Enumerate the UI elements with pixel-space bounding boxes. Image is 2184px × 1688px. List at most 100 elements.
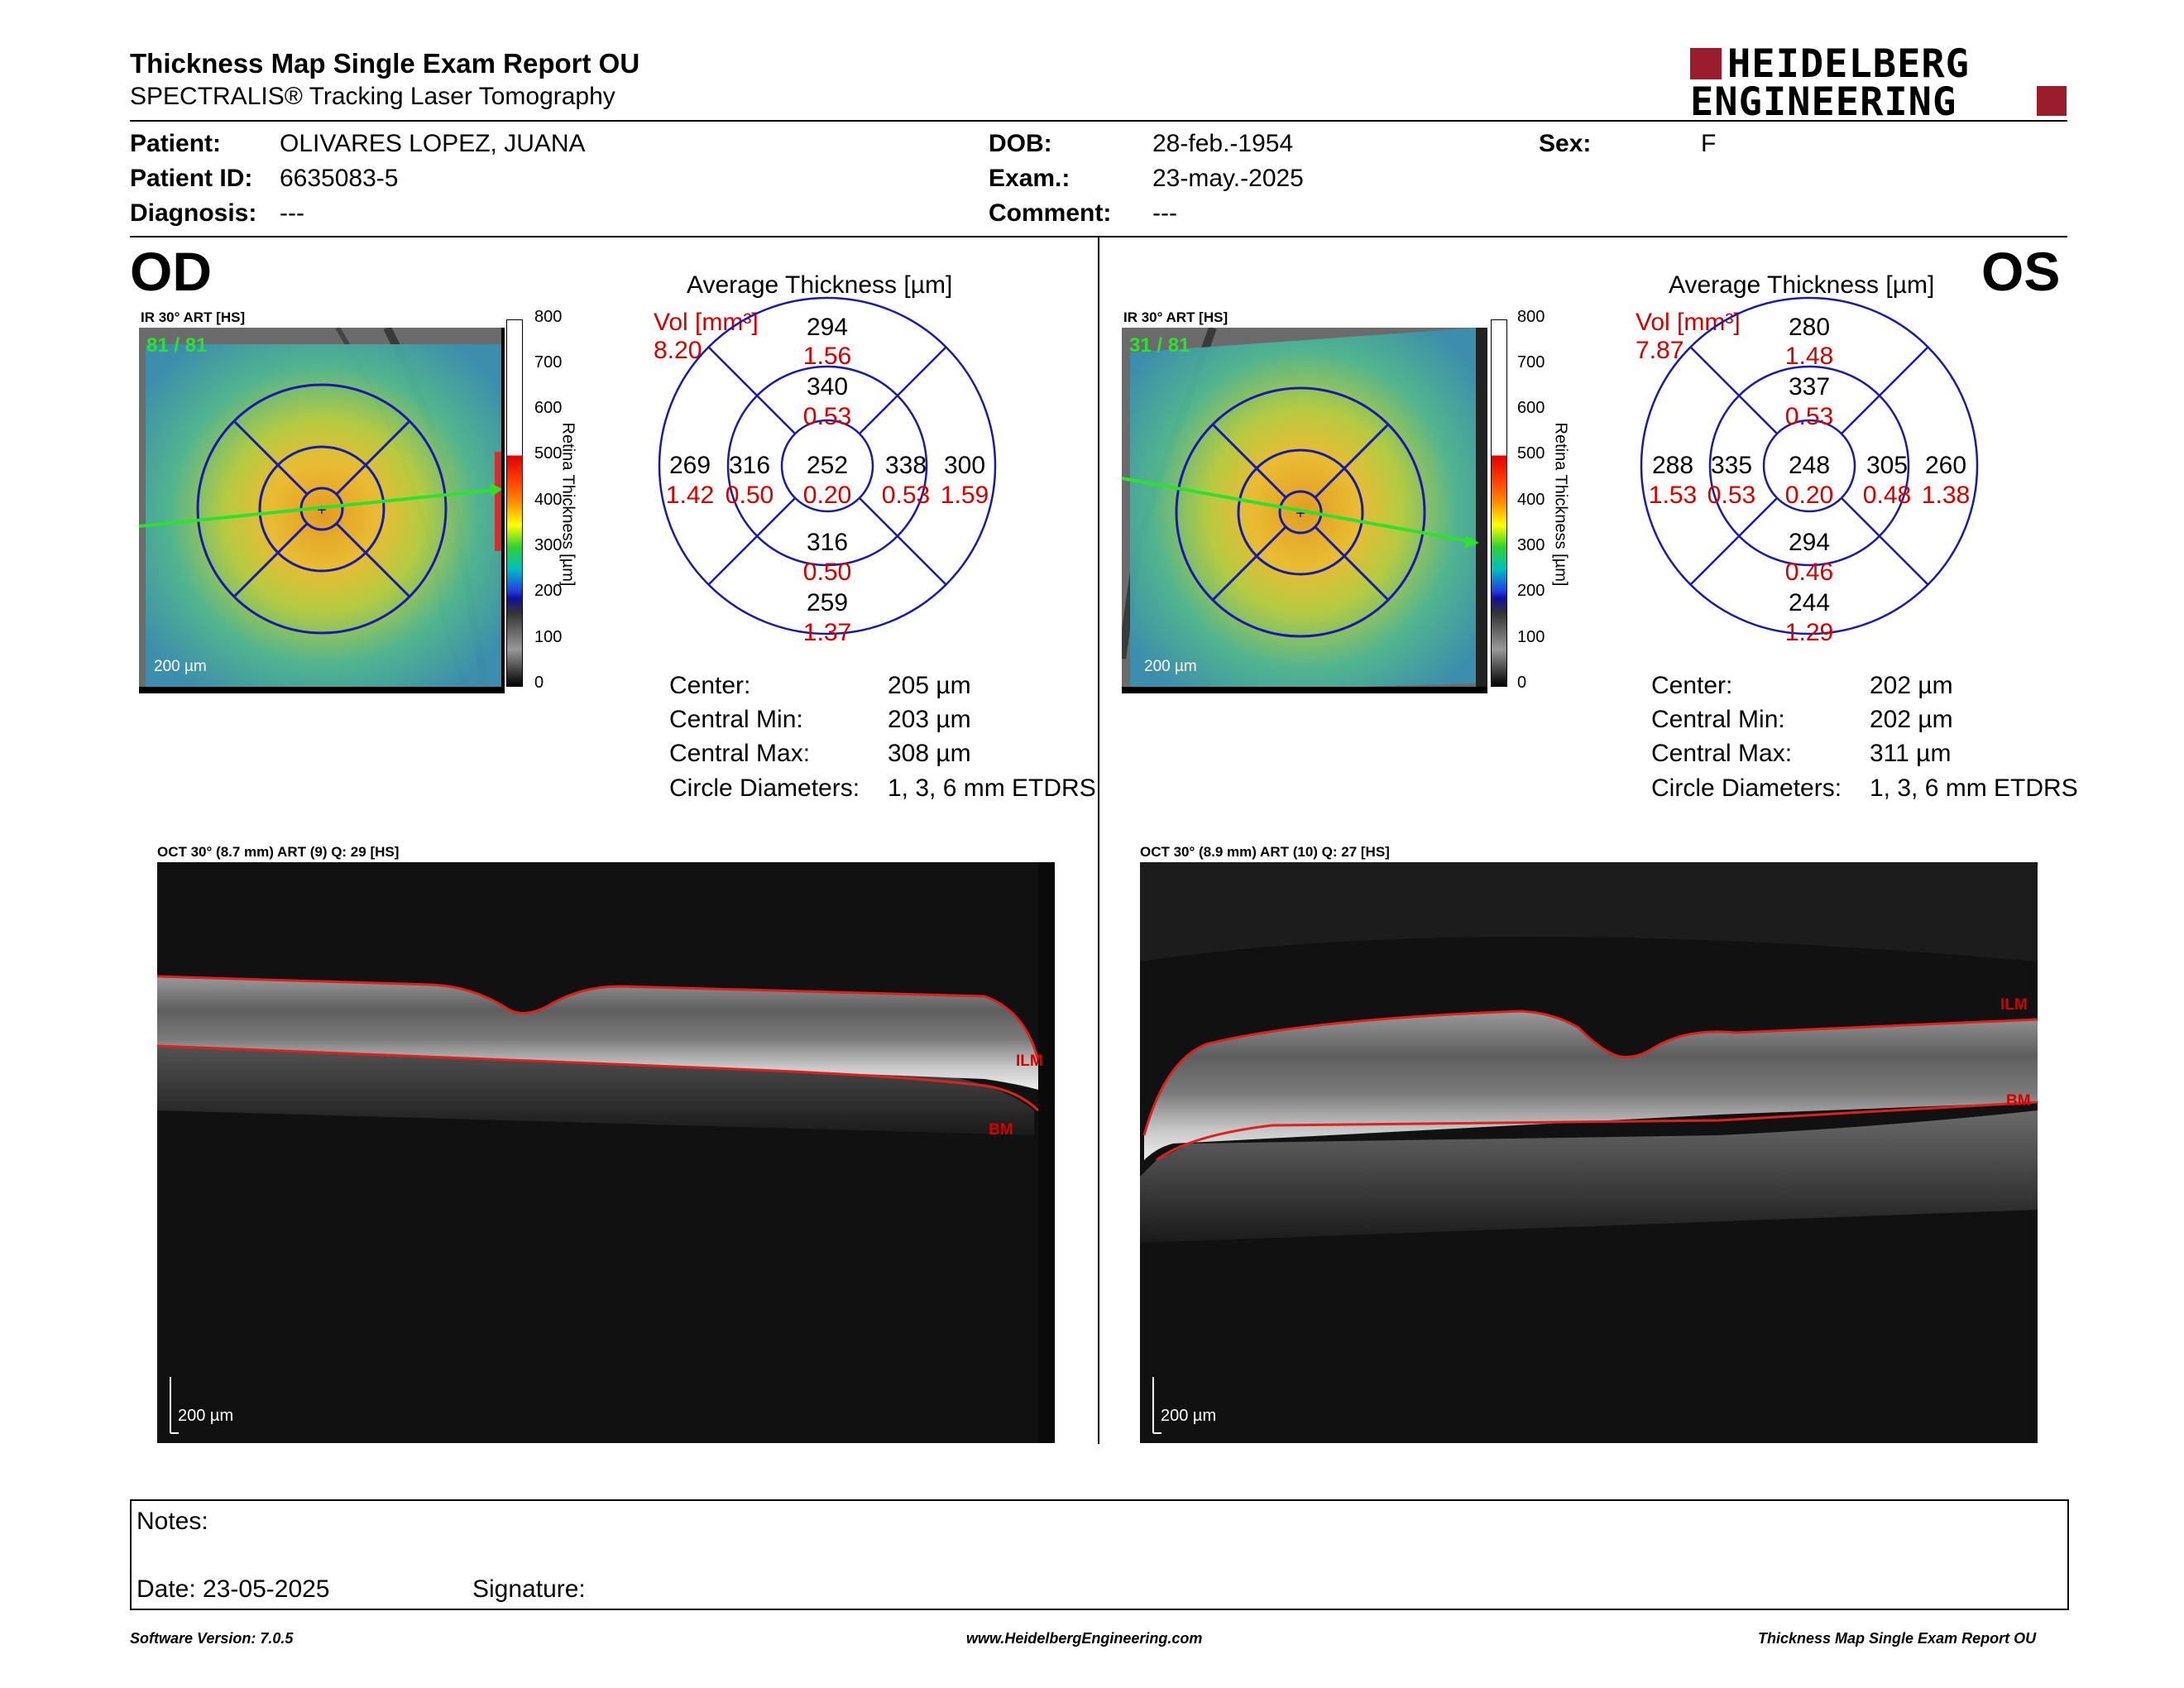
os-ir-label: IR 30° ART [HS] [1123, 309, 1228, 325]
os-ir-scale: 200 µm [1144, 658, 1197, 675]
tick: 300 [1517, 536, 1545, 554]
dob-value: 28-feb.-1954 [1152, 130, 1294, 157]
exam-label: Exam.: [989, 165, 1070, 192]
os-bm-label: BM [2006, 1092, 2031, 1110]
od-ir-label: IR 30° ART [HS] [141, 309, 246, 325]
diagnosis-label: Diagnosis: [130, 199, 257, 227]
od-min-value: 203 µm [888, 706, 971, 733]
od-diam-value: 1, 3, 6 mm ETDRS [888, 774, 1096, 802]
od-min-label: Central Min: [669, 706, 803, 733]
footer-website[interactable]: www.HeidelbergEngineering.com [966, 1630, 1203, 1647]
os-vol-value: 7.87 [1636, 337, 1684, 364]
od-center-label: Center: [669, 672, 751, 699]
os-inner-inf-t: 294 [1788, 529, 1831, 556]
od-oct-scan [157, 862, 1055, 1443]
report-subtitle: SPECTRALIS® Tracking Laser Tomography [130, 83, 615, 110]
tick: 100 [534, 628, 563, 646]
patient-label: Patient: [130, 130, 222, 157]
od-colorbar [506, 319, 523, 687]
od-ir-count: 81 / 81 [146, 334, 208, 357]
tick: 600 [1517, 399, 1545, 417]
os-outer-inf-v: 1.29 [1784, 619, 1834, 646]
od-etdrs-grid [658, 296, 997, 635]
os-inner-inf-v: 0.46 [1784, 559, 1834, 586]
od-outer-sup-v: 1.56 [802, 343, 852, 370]
od-center-value: 205 µm [888, 672, 971, 699]
patient-name: OLIVARES LOPEZ, JUANA [280, 130, 586, 157]
diagnosis-value: --- [280, 199, 304, 227]
od-max-value: 308 µm [888, 740, 971, 767]
os-ir-image: + [1122, 328, 1487, 693]
tick: 700 [1517, 353, 1545, 372]
logo-line2: ENGINEERING [1690, 79, 1957, 125]
tick: 600 [534, 399, 563, 417]
os-outer-sup-v: 1.48 [1784, 343, 1834, 370]
header-divider [130, 120, 2067, 122]
tick: 0 [534, 674, 544, 692]
notes-box[interactable]: Notes: Date: 23-05-2025 Signature: [130, 1499, 2069, 1610]
sex-label: Sex: [1539, 130, 1592, 157]
os-outer-sup-t: 280 [1788, 314, 1831, 341]
patient-id: 6635083-5 [280, 165, 399, 192]
od-vol-value: 8.20 [654, 337, 702, 364]
os-label: OS [1981, 241, 2061, 302]
os-center-label: Center: [1651, 672, 1733, 699]
os-inner-left-v: 0.53 [1707, 482, 1756, 509]
footer-report: Thickness Map Single Exam Report OU [1758, 1630, 2037, 1647]
os-inner-sup-v: 0.53 [1784, 403, 1834, 430]
tick: 200 [534, 582, 563, 600]
os-max-value: 311 µm [1870, 740, 1952, 767]
od-center-v: 0.20 [802, 482, 852, 509]
tick: 100 [1517, 628, 1545, 646]
notes-label: Notes: [136, 1508, 208, 1535]
od-outer-inf-t: 259 [806, 589, 849, 616]
tick: 400 [1517, 491, 1545, 509]
od-bm-label: BM [989, 1121, 1013, 1139]
os-inner-sup-t: 337 [1788, 373, 1831, 400]
signature-label: Signature: [472, 1575, 586, 1603]
od-outer-left-v: 1.42 [665, 482, 715, 509]
od-inner-inf-v: 0.50 [802, 559, 852, 586]
os-diam-value: 1, 3, 6 mm ETDRS [1870, 774, 2078, 802]
os-inner-right-t: 305 [1866, 452, 1909, 479]
tick: 300 [534, 536, 563, 554]
patient-id-label: Patient ID: [130, 165, 253, 192]
od-outer-right-t: 300 [943, 452, 986, 479]
os-colorbar-label: Retina Thickness [µm] [1551, 422, 1570, 587]
os-outer-inf-t: 244 [1788, 589, 1831, 616]
comment-value: --- [1152, 199, 1177, 227]
od-inner-right-v: 0.53 [881, 482, 931, 509]
od-inner-left-v: 0.50 [725, 482, 774, 509]
tick: 400 [534, 491, 563, 509]
od-inner-right-t: 338 [884, 452, 927, 479]
os-inner-left-t: 335 [1710, 452, 1753, 479]
patient-divider [130, 236, 2067, 237]
svg-text:+: + [317, 501, 327, 520]
tick: 0 [1517, 674, 1527, 692]
tick: 800 [1517, 308, 1545, 326]
tick: 200 [1517, 582, 1545, 600]
svg-text:+: + [1296, 505, 1305, 523]
od-inner-sup-v: 0.53 [802, 403, 852, 430]
od-ilm-label: ILM [1016, 1053, 1043, 1070]
sex-value: F [1701, 130, 1717, 157]
od-oct-label: OCT 30° (8.7 mm) ART (9) Q: 29 [HS] [157, 844, 400, 860]
os-etdrs-grid [1640, 296, 1979, 635]
od-inner-inf-t: 316 [806, 529, 849, 556]
os-diam-label: Circle Diameters: [1651, 774, 1842, 802]
os-colorbar [1491, 319, 1507, 687]
od-max-label: Central Max: [669, 740, 811, 767]
os-ilm-label: ILM [2000, 996, 2028, 1014]
od-outer-right-v: 1.59 [940, 482, 989, 509]
tick: 800 [534, 308, 563, 326]
od-ir-image: + [139, 328, 505, 693]
od-ir-scale: 200 µm [154, 658, 207, 675]
os-center-t: 248 [1788, 452, 1831, 479]
os-oct-scale: 200 µm [1161, 1407, 1217, 1425]
od-outer-left-t: 269 [668, 452, 711, 479]
os-outer-right-v: 1.38 [1921, 482, 1971, 509]
report-title: Thickness Map Single Exam Report OU [130, 48, 640, 79]
od-outer-sup-t: 294 [806, 314, 849, 341]
os-avg-title: Average Thickness [µm] [1669, 271, 1935, 299]
os-oct-label: OCT 30° (8.9 mm) ART (10) Q: 27 [HS] [1140, 844, 1390, 860]
